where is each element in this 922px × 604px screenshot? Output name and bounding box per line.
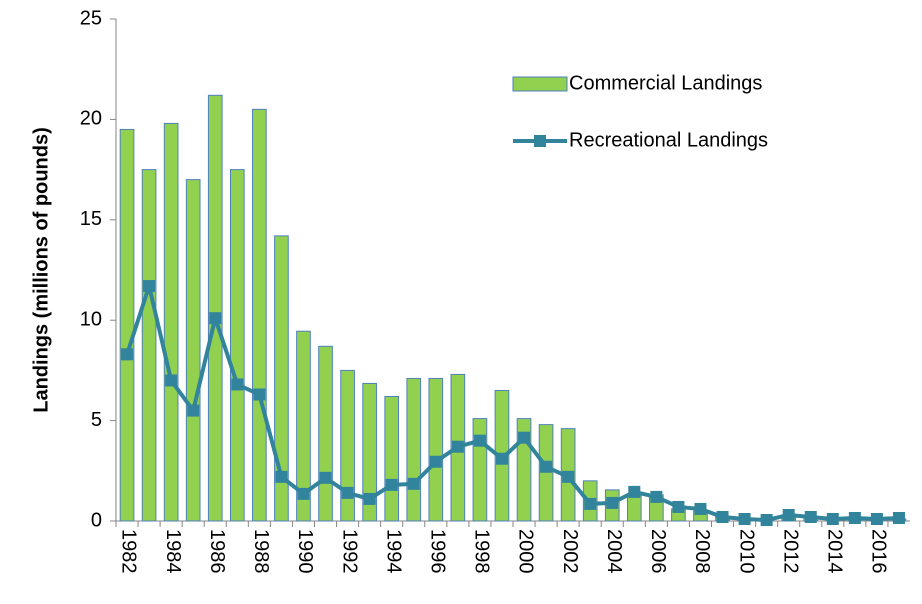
marker (562, 470, 575, 483)
x-tick-label: 1986 (206, 529, 228, 574)
marker (628, 485, 641, 498)
marker (231, 378, 244, 391)
marker (165, 374, 178, 387)
marker (716, 510, 729, 523)
legend-label: Commercial Landings (569, 72, 762, 94)
bar (362, 382, 377, 522)
x-tick-label: 2008 (691, 529, 713, 574)
marker (606, 496, 619, 509)
marker (451, 440, 464, 453)
marker (584, 497, 597, 510)
bar (274, 235, 289, 522)
y-axis-label: Landings (millions of pounds) (30, 127, 52, 413)
bar (538, 424, 554, 522)
marker (826, 512, 839, 525)
bar (229, 169, 245, 522)
marker (473, 434, 486, 447)
x-tick-label: 2010 (735, 529, 757, 574)
marker (363, 492, 376, 505)
bar (207, 94, 223, 522)
bar (472, 418, 488, 522)
marker (297, 487, 310, 500)
marker (209, 312, 222, 325)
x-tick-label: 2012 (779, 529, 801, 574)
marker (892, 511, 905, 524)
y-tick-label: 10 (80, 308, 102, 330)
x-tick-label: 1992 (338, 529, 360, 574)
x-tick-label: 2014 (824, 529, 846, 574)
legend-marker (534, 135, 546, 147)
y-tick-label: 15 (80, 208, 102, 230)
marker (738, 512, 751, 525)
marker (804, 510, 817, 523)
x-tick-label: 1990 (294, 529, 316, 574)
marker (275, 470, 288, 483)
x-tick-label: 2016 (868, 529, 890, 574)
marker (518, 431, 531, 444)
bar (428, 377, 444, 522)
y-tick-label: 20 (80, 108, 102, 130)
marker (870, 512, 883, 525)
x-tick-label: 1996 (427, 529, 449, 574)
bar (252, 108, 267, 522)
bar (340, 369, 355, 522)
x-tick-label: 1988 (250, 529, 272, 574)
marker (540, 460, 553, 473)
marker (121, 348, 134, 361)
bar (296, 330, 311, 522)
legend-label: Recreational Landings (569, 129, 768, 151)
marker (694, 502, 707, 515)
bar (163, 122, 179, 522)
x-tick-label: 2000 (515, 529, 537, 574)
marker (429, 455, 442, 468)
marker (672, 500, 685, 513)
x-tick-label: 1998 (471, 529, 493, 574)
x-tick-label: 1984 (162, 529, 184, 574)
x-tick-label: 2006 (647, 529, 669, 574)
marker (187, 404, 200, 417)
marker (143, 280, 156, 293)
y-tick-label: 25 (80, 7, 102, 29)
bar (119, 128, 135, 522)
marker (319, 471, 332, 484)
bar (185, 179, 201, 522)
marker (760, 513, 773, 526)
x-tick-label: 2004 (603, 529, 625, 574)
bar (384, 396, 400, 522)
x-tick-label: 1994 (382, 529, 404, 574)
bar (318, 345, 333, 522)
marker (385, 478, 398, 491)
y-tick-label: 5 (91, 409, 102, 431)
bar (406, 377, 422, 522)
bar (141, 169, 157, 522)
marker (848, 511, 861, 524)
marker (407, 477, 420, 490)
marker (253, 388, 266, 401)
x-tick-label: 2002 (559, 529, 581, 574)
y-tick-label: 0 (91, 509, 102, 531)
marker (495, 452, 508, 465)
bar (626, 494, 642, 522)
marker (650, 490, 663, 503)
marker (341, 486, 354, 499)
legend-swatch (512, 76, 568, 92)
marker (782, 508, 795, 521)
x-tick-label: 1982 (118, 529, 140, 574)
